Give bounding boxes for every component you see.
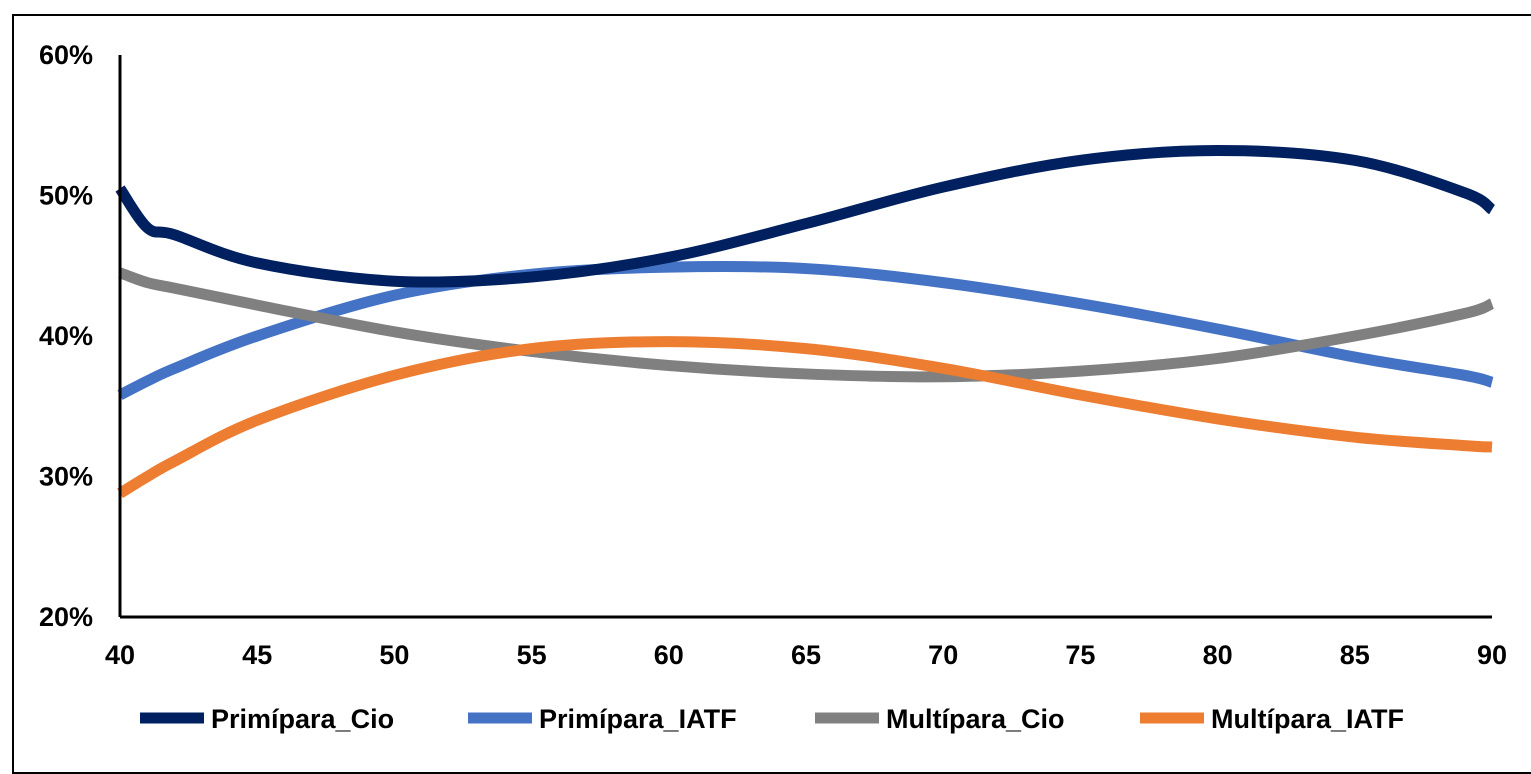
legend-item-prim-para-cio: Primípara_Cio <box>140 704 394 734</box>
legend-item-prim-para-iatf: Primípara_IATF <box>468 704 737 734</box>
x-tick-label: 80 <box>1203 640 1233 670</box>
y-tick-label: 50% <box>39 181 93 211</box>
x-tick-label: 90 <box>1477 640 1507 670</box>
x-tick-label: 65 <box>791 640 821 670</box>
x-tick-label: 40 <box>105 640 135 670</box>
legend-item-mult-para-iatf: Multípara_IATF <box>1140 704 1404 734</box>
y-tick-label: 30% <box>39 462 93 492</box>
legend-item-mult-para-cio: Multípara_Cio <box>815 704 1065 734</box>
legend-label: Primípara_Cio <box>211 704 394 734</box>
legend-label: Multípara_Cio <box>886 704 1065 734</box>
series-line-mult-para-iatf <box>117 336 1493 499</box>
y-tick-label: 20% <box>39 602 93 632</box>
x-tick-label: 70 <box>928 640 958 670</box>
x-tick-label: 55 <box>517 640 547 670</box>
x-tick-label: 60 <box>654 640 684 670</box>
series-line-mult-para-cio <box>118 267 1495 383</box>
x-tick-label: 85 <box>1340 640 1370 670</box>
chart-frame <box>12 14 1531 774</box>
x-tick-labels: 40 45 50 55 60 65 70 75 80 85 90 <box>105 640 1507 670</box>
series-lines <box>115 145 1496 499</box>
x-tick-label: 45 <box>242 640 272 670</box>
line-chart: 20% 30% 40% 50% 60% 40 45 50 55 60 65 70 75 80 85 90 P… <box>39 40 1507 734</box>
legend-label: Multípara_IATF <box>1211 704 1404 734</box>
axes <box>118 55 1492 619</box>
legend-label: Primípara_IATF <box>539 704 737 734</box>
series-line-prim-para-cio <box>115 145 1496 288</box>
x-tick-label: 50 <box>379 640 409 670</box>
legend: Primípara_Cio Primípara_IATF Multípara_Cio… <box>140 704 1404 734</box>
y-tick-labels: 20% 30% 40% 50% 60% <box>39 40 93 632</box>
x-tick-label: 75 <box>1065 640 1095 670</box>
y-tick-label: 60% <box>39 40 93 70</box>
y-tick-label: 40% <box>39 321 93 351</box>
